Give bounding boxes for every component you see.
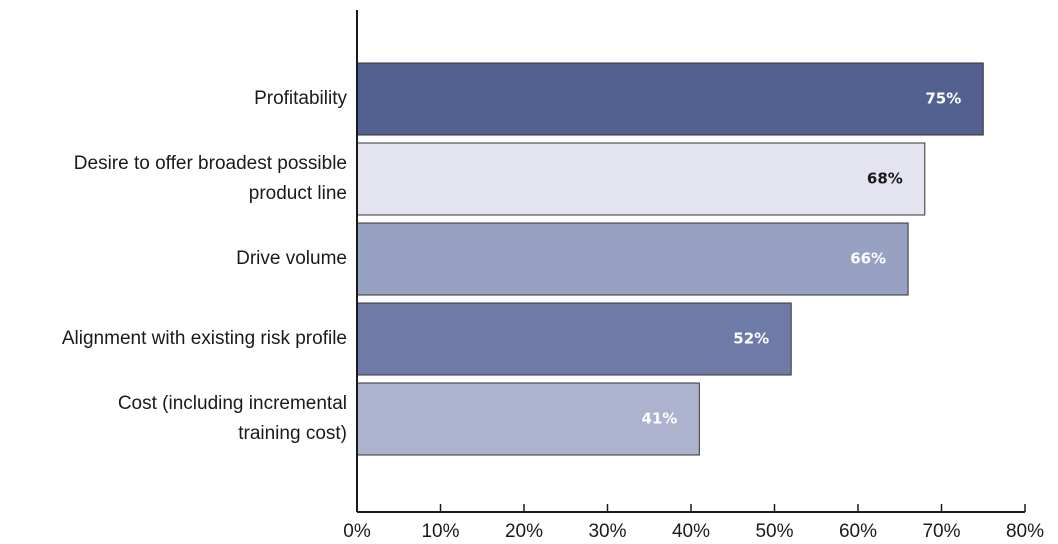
x-tick-label: 30% [588,521,626,542]
bar [356,142,926,216]
data-label: 41% [641,410,677,428]
category-label: Drive volume [236,248,347,269]
data-label: 66% [850,250,886,268]
x-tick-label: 40% [672,521,710,542]
data-label: 75% [925,90,961,108]
bar [356,62,984,136]
bar [356,302,792,376]
x-tick-label: 20% [505,521,543,542]
data-label: 68% [867,170,903,188]
bar [356,222,909,296]
category-label: Desire to offer broadest possible produc… [73,153,347,204]
x-tick-label: 60% [839,521,877,542]
category-label: Alignment with existing risk profile [61,328,347,349]
data-label: 52% [733,330,769,348]
x-tick-label: 0% [343,521,371,542]
category-label: Cost (including incremental training cos… [117,393,347,444]
x-tick-label: 50% [755,521,793,542]
bar [356,382,700,456]
x-tick-label: 80% [1006,521,1044,542]
x-tick-label: 10% [421,521,459,542]
x-tick-label: 70% [922,521,960,542]
category-label: Profitability [254,88,347,109]
